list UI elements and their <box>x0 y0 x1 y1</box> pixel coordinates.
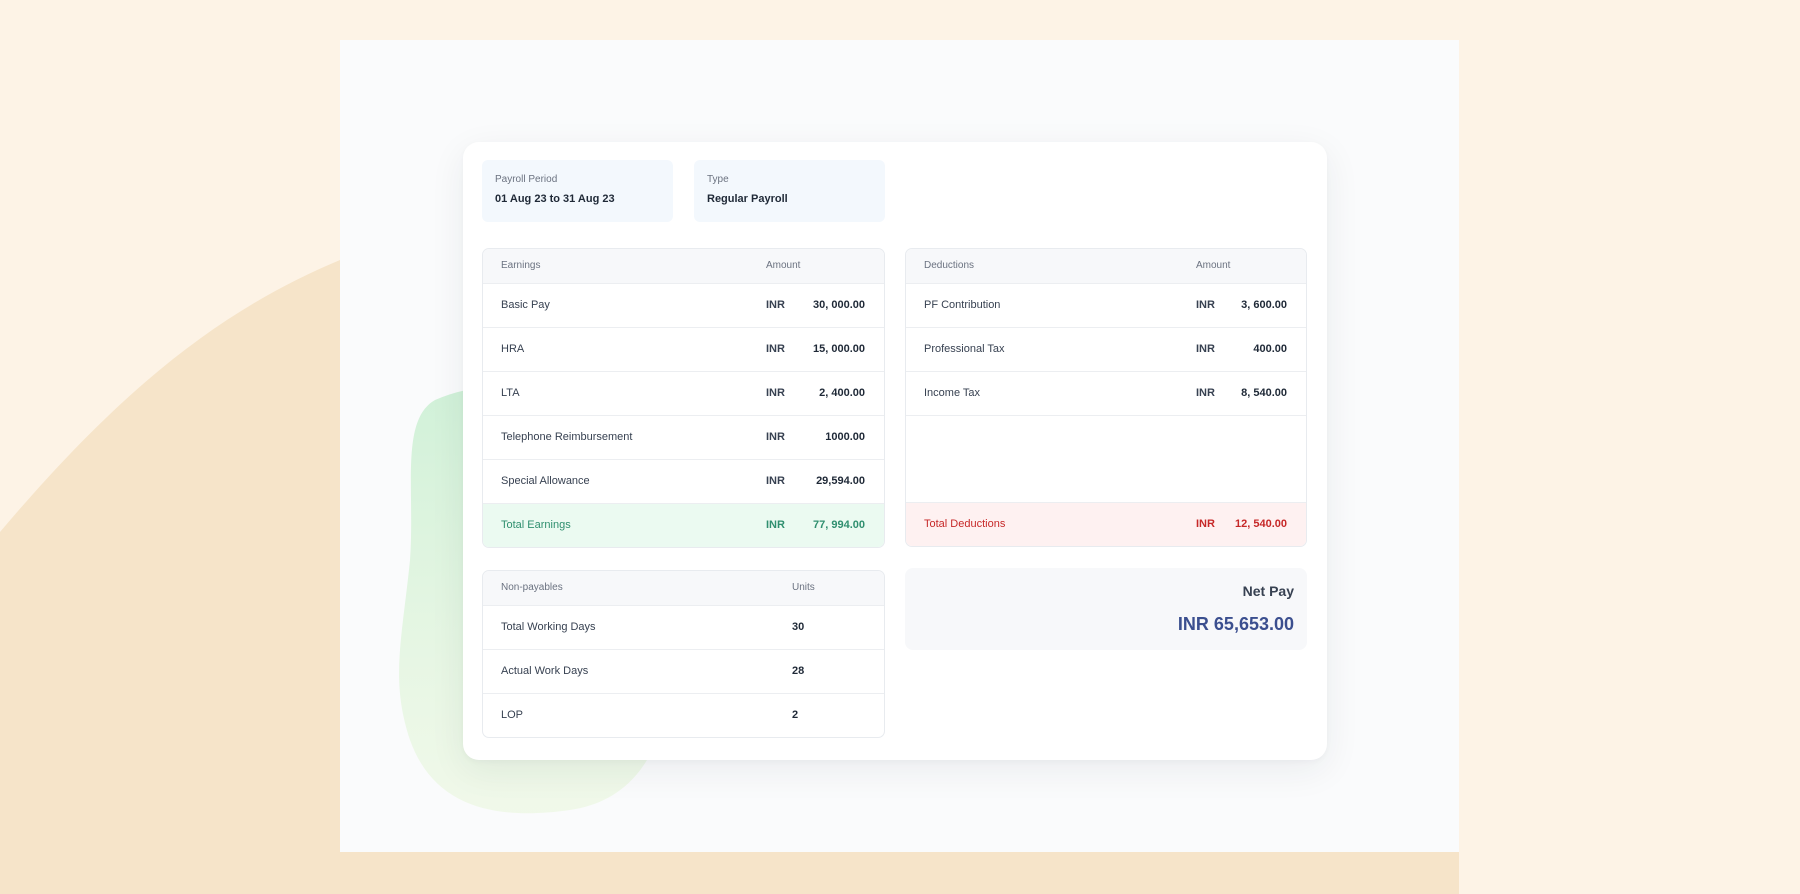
earning-amount: 2, 400.00 <box>819 387 865 399</box>
payroll-type-value: Regular Payroll <box>707 193 788 205</box>
deduction-amount: 8, 540.00 <box>1241 387 1287 399</box>
total-earnings-label: Total Earnings <box>501 519 571 531</box>
earnings-table: Earnings Amount Basic Pay INR 30, 000.00… <box>482 248 885 548</box>
non-payable-units: 2 <box>792 709 799 721</box>
deduction-label: Professional Tax <box>924 343 1005 355</box>
table-row: Income Tax INR 8, 540.00 <box>906 372 1306 416</box>
earning-currency: INR <box>766 431 785 443</box>
total-deductions-label: Total Deductions <box>924 518 1006 530</box>
earning-label: Basic Pay <box>501 299 550 311</box>
table-row: Total Working Days 30 <box>483 606 884 650</box>
table-row: Actual Work Days 28 <box>483 650 884 694</box>
deductions-table: Deductions Amount PF Contribution INR 3,… <box>905 248 1307 547</box>
earning-label: Special Allowance <box>501 475 590 487</box>
deduction-label: Income Tax <box>924 387 981 399</box>
earning-amount: 30, 000.00 <box>813 299 865 311</box>
deduction-currency: INR <box>1196 299 1215 311</box>
non-payables-table-header: Non-payables Units <box>483 571 884 606</box>
total-deductions-amount: 12, 540.00 <box>1235 518 1287 530</box>
earning-currency: INR <box>766 299 785 311</box>
total-earnings-currency: INR <box>766 519 785 531</box>
earning-amount: 15, 000.00 <box>813 343 865 355</box>
non-payable-label: LOP <box>501 709 524 721</box>
table-row: PF Contribution INR 3, 600.00 <box>906 284 1306 328</box>
non-payable-label: Total Working Days <box>501 621 596 633</box>
earning-currency: INR <box>766 387 785 399</box>
payroll-period-label: Payroll Period <box>495 174 558 185</box>
deduction-amount: 3, 600.00 <box>1241 299 1287 311</box>
table-row: Professional Tax INR 400.00 <box>906 328 1306 372</box>
payroll-type-box: Type Regular Payroll <box>694 160 885 222</box>
empty-rows-area <box>906 416 1306 503</box>
earning-label: LTA <box>501 387 520 399</box>
earning-label: HRA <box>501 343 525 355</box>
deductions-table-header: Deductions Amount <box>906 249 1306 284</box>
non-payable-units: 30 <box>792 621 805 633</box>
total-earnings-amount: 77, 994.00 <box>813 519 865 531</box>
earnings-table-header: Earnings Amount <box>483 249 884 284</box>
payroll-period-value: 01 Aug 23 to 31 Aug 23 <box>495 193 615 205</box>
table-row: LTA INR 2, 400.00 <box>483 372 884 416</box>
non-payable-label: Actual Work Days <box>501 665 589 677</box>
total-deductions-currency: INR <box>1196 518 1215 530</box>
non-payables-table: Non-payables Units Total Working Days 30… <box>482 570 885 738</box>
earning-currency: INR <box>766 475 785 487</box>
earning-amount: 1000.00 <box>825 431 865 443</box>
table-row: Telephone Reimbursement INR 1000.00 <box>483 416 884 460</box>
deduction-label: PF Contribution <box>924 299 1001 311</box>
net-pay-box: Net Pay INR 65,653.00 <box>905 568 1307 650</box>
table-row: LOP 2 <box>483 694 884 737</box>
earnings-header-amount: Amount <box>766 260 801 271</box>
table-row: Basic Pay INR 30, 000.00 <box>483 284 884 328</box>
earning-label: Telephone Reimbursement <box>501 431 633 443</box>
deduction-currency: INR <box>1196 343 1215 355</box>
non-payables-header-label: Non-payables <box>501 582 563 593</box>
payslip-card: Payroll Period 01 Aug 23 to 31 Aug 23 Ty… <box>463 142 1327 760</box>
deductions-header-label: Deductions <box>924 260 975 271</box>
deduction-currency: INR <box>1196 387 1215 399</box>
net-pay-label: Net Pay <box>1242 583 1294 599</box>
deductions-header-amount: Amount <box>1196 260 1231 271</box>
earning-currency: INR <box>766 343 785 355</box>
payroll-period-box: Payroll Period 01 Aug 23 to 31 Aug 23 <box>482 160 673 222</box>
payroll-type-label: Type <box>707 174 729 185</box>
total-earnings-row: Total Earnings INR 77, 994.00 <box>483 504 884 547</box>
deduction-amount: 400.00 <box>1253 343 1287 355</box>
table-row: Special Allowance INR 29,594.00 <box>483 460 884 504</box>
earning-amount: 29,594.00 <box>816 475 865 487</box>
table-row: HRA INR 15, 000.00 <box>483 328 884 372</box>
non-payable-units: 28 <box>792 665 805 677</box>
non-payables-header-units: Units <box>792 582 815 593</box>
total-deductions-row: Total Deductions INR 12, 540.00 <box>906 503 1306 546</box>
net-pay-value: INR 65,653.00 <box>1177 614 1294 634</box>
earnings-header-label: Earnings <box>501 260 541 271</box>
